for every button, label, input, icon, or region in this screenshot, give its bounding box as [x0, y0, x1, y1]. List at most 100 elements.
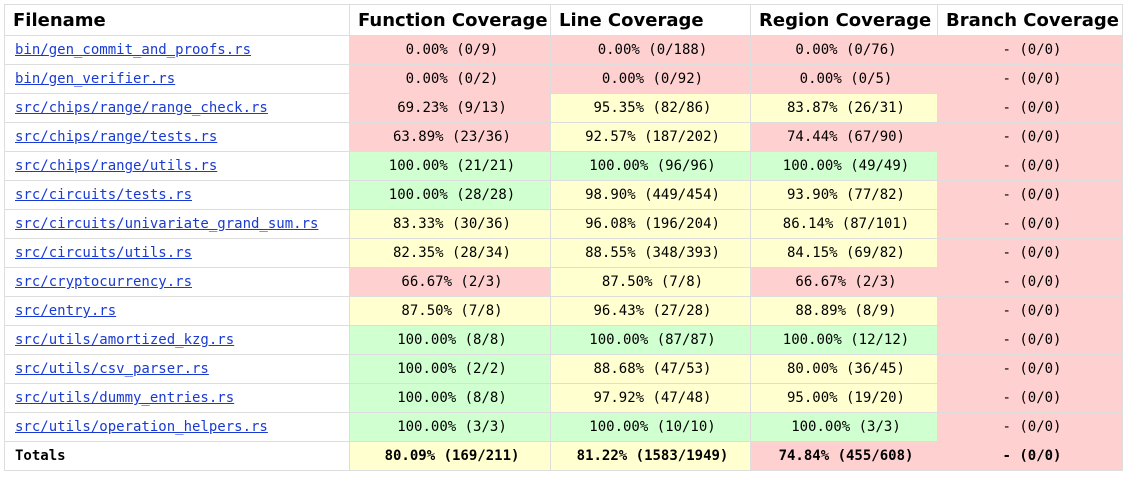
file-link[interactable]: bin/gen_commit_and_proofs.rs: [15, 42, 252, 58]
branch-coverage-cell: - (0/0): [937, 412, 1123, 442]
header-branch-coverage: Branch Coverage: [937, 4, 1123, 36]
region-coverage-cell: 100.00% (12/12): [750, 325, 938, 355]
line-coverage-cell: 96.08% (196/204): [550, 209, 751, 239]
file-link[interactable]: src/chips/range/tests.rs: [15, 129, 218, 145]
table-row: src/chips/range/utils.rs 100.00% (21/21) 1…: [4, 151, 1123, 181]
region-coverage-cell: 84.15% (69/82): [750, 238, 938, 268]
totals-region-coverage: 74.84% (455/608): [750, 441, 938, 471]
function-coverage-cell: 100.00% (8/8): [349, 325, 551, 355]
region-coverage-cell: 93.90% (77/82): [750, 180, 938, 210]
coverage-table: Filename Function Coverage Line Coverage…: [4, 4, 1123, 471]
region-coverage-cell: 74.44% (67/90): [750, 122, 938, 152]
header-filename: Filename: [4, 4, 350, 36]
totals-row: Totals 80.09% (169/211) 81.22% (1583/1949)…: [4, 441, 1123, 471]
region-coverage-cell: 100.00% (49/49): [750, 151, 938, 181]
file-link[interactable]: src/utils/csv_parser.rs: [15, 361, 209, 377]
region-coverage-cell: 0.00% (0/5): [750, 64, 938, 94]
filename-cell: src/entry.rs: [4, 296, 350, 326]
function-coverage-cell: 82.35% (28/34): [349, 238, 551, 268]
table-row: bin/gen_verifier.rs 0.00% (0/2) 0.00% (0/9…: [4, 64, 1123, 94]
totals-line-coverage: 81.22% (1583/1949): [550, 441, 751, 471]
branch-coverage-cell: - (0/0): [937, 325, 1123, 355]
region-coverage-cell: 100.00% (3/3): [750, 412, 938, 442]
function-coverage-cell: 66.67% (2/3): [349, 267, 551, 297]
file-link[interactable]: src/utils/operation_helpers.rs: [15, 419, 268, 435]
function-coverage-cell: 100.00% (8/8): [349, 383, 551, 413]
table-row: src/utils/amortized_kzg.rs 100.00% (8/8) 1…: [4, 325, 1123, 355]
file-link[interactable]: src/cryptocurrency.rs: [15, 274, 193, 290]
filename-cell: bin/gen_verifier.rs: [4, 64, 350, 94]
line-coverage-cell: 100.00% (96/96): [550, 151, 751, 181]
region-coverage-cell: 88.89% (8/9): [750, 296, 938, 326]
filename-cell: src/chips/range/tests.rs: [4, 122, 350, 152]
region-coverage-cell: 83.87% (26/31): [750, 93, 938, 123]
function-coverage-cell: 83.33% (30/36): [349, 209, 551, 239]
file-link[interactable]: src/circuits/univariate_grand_sum.rs: [15, 216, 319, 232]
region-coverage-cell: 86.14% (87/101): [750, 209, 938, 239]
file-link[interactable]: src/circuits/utils.rs: [15, 245, 193, 261]
line-coverage-cell: 95.35% (82/86): [550, 93, 751, 123]
table-row: src/chips/range/tests.rs 63.89% (23/36) 92…: [4, 122, 1123, 152]
line-coverage-cell: 98.90% (449/454): [550, 180, 751, 210]
function-coverage-cell: 100.00% (3/3): [349, 412, 551, 442]
filename-cell: src/chips/range/range_check.rs: [4, 93, 350, 123]
branch-coverage-cell: - (0/0): [937, 151, 1123, 181]
filename-cell: src/circuits/tests.rs: [4, 180, 350, 210]
function-coverage-cell: 0.00% (0/2): [349, 64, 551, 94]
line-coverage-cell: 97.92% (47/48): [550, 383, 751, 413]
function-coverage-cell: 69.23% (9/13): [349, 93, 551, 123]
function-coverage-cell: 0.00% (0/9): [349, 35, 551, 65]
branch-coverage-cell: - (0/0): [937, 35, 1123, 65]
totals-function-coverage: 80.09% (169/211): [349, 441, 551, 471]
branch-coverage-cell: - (0/0): [937, 122, 1123, 152]
function-coverage-cell: 100.00% (28/28): [349, 180, 551, 210]
table-body: bin/gen_commit_and_proofs.rs 0.00% (0/9) 0…: [4, 35, 1123, 471]
region-coverage-cell: 0.00% (0/76): [750, 35, 938, 65]
file-link[interactable]: src/chips/range/utils.rs: [15, 158, 218, 174]
filename-cell: bin/gen_commit_and_proofs.rs: [4, 35, 350, 65]
filename-cell: src/circuits/univariate_grand_sum.rs: [4, 209, 350, 239]
line-coverage-cell: 0.00% (0/92): [550, 64, 751, 94]
header-function-coverage: Function Coverage: [349, 4, 551, 36]
file-link[interactable]: src/chips/range/range_check.rs: [15, 100, 268, 116]
line-coverage-cell: 100.00% (87/87): [550, 325, 751, 355]
filename-cell: src/circuits/utils.rs: [4, 238, 350, 268]
header-row: Filename Function Coverage Line Coverage…: [4, 4, 1123, 36]
filename-cell: src/utils/operation_helpers.rs: [4, 412, 350, 442]
totals-branch-coverage: - (0/0): [937, 441, 1123, 471]
file-link[interactable]: src/utils/dummy_entries.rs: [15, 390, 235, 406]
table-row: src/circuits/univariate_grand_sum.rs 83.3…: [4, 209, 1123, 239]
filename-cell: src/utils/dummy_entries.rs: [4, 383, 350, 413]
line-coverage-cell: 88.68% (47/53): [550, 354, 751, 384]
header-line-coverage: Line Coverage: [550, 4, 751, 36]
function-coverage-cell: 63.89% (23/36): [349, 122, 551, 152]
header-region-coverage: Region Coverage: [750, 4, 938, 36]
file-link[interactable]: src/circuits/tests.rs: [15, 187, 193, 203]
file-link[interactable]: src/utils/amortized_kzg.rs: [15, 332, 235, 348]
branch-coverage-cell: - (0/0): [937, 209, 1123, 239]
line-coverage-cell: 92.57% (187/202): [550, 122, 751, 152]
line-coverage-cell: 88.55% (348/393): [550, 238, 751, 268]
function-coverage-cell: 100.00% (2/2): [349, 354, 551, 384]
branch-coverage-cell: - (0/0): [937, 296, 1123, 326]
table-row: src/utils/dummy_entries.rs 100.00% (8/8) 9…: [4, 383, 1123, 413]
table-row: src/circuits/tests.rs 100.00% (28/28) 98.9…: [4, 180, 1123, 210]
file-link[interactable]: src/entry.rs: [15, 303, 117, 319]
file-link[interactable]: bin/gen_verifier.rs: [15, 71, 176, 87]
table-row: src/entry.rs 87.50% (7/8) 96.43% (27/28) 88…: [4, 296, 1123, 326]
line-coverage-cell: 96.43% (27/28): [550, 296, 751, 326]
function-coverage-cell: 87.50% (7/8): [349, 296, 551, 326]
table-row: bin/gen_commit_and_proofs.rs 0.00% (0/9) 0…: [4, 35, 1123, 65]
filename-cell: src/cryptocurrency.rs: [4, 267, 350, 297]
line-coverage-cell: 100.00% (10/10): [550, 412, 751, 442]
filename-cell: src/utils/csv_parser.rs: [4, 354, 350, 384]
branch-coverage-cell: - (0/0): [937, 267, 1123, 297]
region-coverage-cell: 66.67% (2/3): [750, 267, 938, 297]
function-coverage-cell: 100.00% (21/21): [349, 151, 551, 181]
region-coverage-cell: 80.00% (36/45): [750, 354, 938, 384]
branch-coverage-cell: - (0/0): [937, 64, 1123, 94]
table-row: src/utils/csv_parser.rs 100.00% (2/2) 88.6…: [4, 354, 1123, 384]
table-row: src/utils/operation_helpers.rs 100.00% (3…: [4, 412, 1123, 442]
filename-cell: src/chips/range/utils.rs: [4, 151, 350, 181]
totals-label: Totals: [4, 441, 350, 471]
